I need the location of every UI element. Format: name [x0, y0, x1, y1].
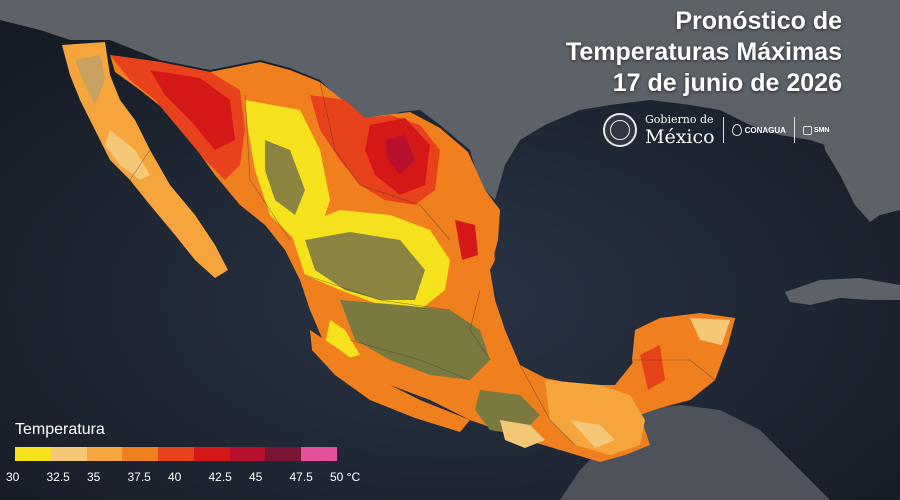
- smn-label: SMN: [813, 126, 830, 134]
- cuba-land: [785, 278, 900, 305]
- legend-swatch: [158, 447, 194, 461]
- florida-land: [820, 120, 880, 222]
- logo-divider-2: [793, 117, 795, 143]
- legend-swatch: [193, 447, 230, 461]
- oaxaca-light: [500, 420, 545, 448]
- legend-swatch: [50, 447, 87, 461]
- seal-icon: [603, 113, 637, 147]
- baja-california: [62, 42, 228, 278]
- water-drop-icon: [731, 124, 742, 136]
- smn-logo: SMN: [802, 125, 830, 135]
- legend-title: Temperatura: [15, 421, 105, 438]
- chihuahua-highland: [265, 140, 305, 215]
- sonora-core: [150, 70, 235, 150]
- pacific-coast: [310, 330, 470, 432]
- legend-swatch: [122, 447, 159, 461]
- yucatan-hot: [640, 345, 665, 390]
- conagua-label: CONAGUA: [744, 125, 786, 135]
- central-highland: [340, 300, 490, 380]
- logo-divider: [722, 117, 724, 143]
- gobierno-logo: Gobierno de México: [645, 113, 715, 147]
- title-line-1: Pronóstico de: [675, 7, 842, 35]
- tamaulipas-hot: [455, 220, 478, 260]
- legend-tick-label: 47.5: [289, 470, 313, 484]
- title-line-3: 17 de junio de 2026: [612, 69, 842, 97]
- legend-swatch: [86, 447, 123, 461]
- legend-swatch: [265, 447, 302, 461]
- plateau-highland: [305, 232, 425, 300]
- legend-tick-label: 40: [168, 470, 182, 484]
- baja-inner: [75, 55, 105, 105]
- legend-tick-label: 42.5: [208, 470, 232, 484]
- veracruz-coast: [470, 290, 520, 370]
- legend-tick-label: 35: [87, 470, 101, 484]
- yucatan-light: [690, 318, 730, 345]
- chiapas-light: [570, 420, 615, 448]
- legend-tick-label: 32.5: [46, 470, 70, 484]
- legend-tick-label: 30: [6, 470, 20, 484]
- mexico-label: México: [645, 126, 715, 148]
- legend-tick-label: 45: [249, 470, 263, 484]
- baja-south: [105, 130, 150, 180]
- coahuila-peak: [385, 135, 415, 175]
- legend-ticks: 30 32.5 35 37.5 40 42.5 45 47.5 50 °C: [0, 470, 360, 486]
- legend-color-bar: [15, 447, 338, 461]
- smn-icon: [802, 125, 812, 135]
- legend-tick-label: 50 °C: [330, 470, 361, 484]
- gobierno-label: Gobierno de: [645, 113, 714, 126]
- legend-swatch: [15, 447, 51, 461]
- conagua-logo: CONAGUA: [731, 124, 786, 136]
- government-logos: Gobierno de México CONAGUA SMN: [603, 112, 843, 148]
- map-title: Pronóstico de Temperaturas Máximas 17 de…: [566, 6, 842, 99]
- legend-tick-label: 37.5: [127, 470, 151, 484]
- oaxaca-highland: [475, 390, 540, 435]
- usa-land: [0, 0, 900, 215]
- legend-swatch: [301, 447, 338, 461]
- chiapas-zone: [545, 380, 645, 455]
- legend-swatch: [229, 447, 266, 461]
- state-borders: [129, 81, 716, 446]
- title-line-2: Temperaturas Máximas: [565, 38, 842, 66]
